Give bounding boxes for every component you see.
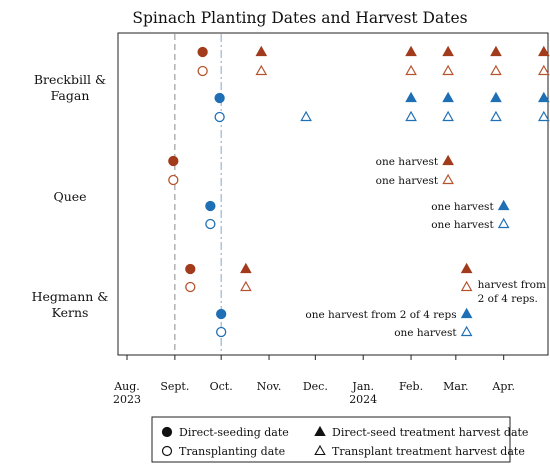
annotation: one harvest xyxy=(431,201,494,213)
direct-seeding-point xyxy=(216,308,227,320)
legend-label: Transplant treatment harvest date xyxy=(332,445,525,458)
x-axis: Aug. 2023 Sept. Oct. Nov. Dec. Jan. 2024 Feb. Mar… xyxy=(113,355,515,406)
direct-seed-harvest-point xyxy=(537,91,550,103)
direct-seed-harvest-point xyxy=(442,45,454,57)
annotation: one harvest xyxy=(394,327,457,339)
legend-label: Transplanting date xyxy=(179,445,285,458)
direct-seeding-point xyxy=(185,263,196,275)
direct-seed-harvest-point xyxy=(460,262,473,274)
transplanting-point xyxy=(197,65,208,77)
x-tick-label: Nov. xyxy=(257,380,282,393)
direct-seed-harvest-point xyxy=(490,91,502,103)
reference-lines xyxy=(174,34,222,354)
group-label: Breckbill & Fagan xyxy=(34,72,106,103)
chart-title: Spinach Planting Dates and Harvest Dates xyxy=(132,9,467,27)
transplanting-point xyxy=(216,326,227,338)
direct-seed-harvest-point xyxy=(255,45,268,57)
direct-seeding-point xyxy=(214,92,225,104)
group-label: Quee xyxy=(53,189,86,204)
legend: Direct-seeding date Transplanting date Dir… xyxy=(151,416,528,463)
annotations: one harvest one harvest one harvest one har… xyxy=(305,156,546,339)
plot-area xyxy=(117,32,549,356)
transplant-harvest-point xyxy=(490,64,502,76)
x-tick-label: Oct. xyxy=(210,380,233,393)
transplant-harvest-point xyxy=(442,110,454,122)
transplant-harvest-point xyxy=(490,110,502,122)
direct-seed-harvest-point xyxy=(442,91,454,103)
data-marks xyxy=(168,45,550,338)
x-tick-label: Dec. xyxy=(303,380,328,393)
direct-seed-harvest-point xyxy=(537,45,550,57)
transplant-harvest-point xyxy=(405,110,417,122)
direct-seeding-point xyxy=(168,155,179,167)
legend-open-triangle-icon xyxy=(314,444,326,456)
direct-seed-harvest-point xyxy=(497,199,510,211)
direct-seed-harvest-point xyxy=(240,262,252,274)
transplant-harvest-point xyxy=(240,280,252,292)
direct-seed-harvest-point xyxy=(490,45,502,57)
annotation: one harvest xyxy=(431,219,494,231)
x-tick-label: Feb. xyxy=(399,380,423,393)
transplant-harvest-point xyxy=(300,110,312,122)
transplant-harvest-point xyxy=(255,64,268,76)
direct-seed-harvest-point xyxy=(460,307,473,319)
legend-label: Direct-seed treatment harvest date xyxy=(332,426,528,439)
transplant-harvest-point xyxy=(537,110,550,122)
legend-filled-triangle-icon xyxy=(314,425,326,437)
transplant-harvest-point xyxy=(460,325,473,337)
transplanting-point xyxy=(168,174,179,186)
group-labels: Breckbill & Fagan Quee Hegmann & Kerns xyxy=(32,72,109,320)
x-tick-label: Jan. 2024 xyxy=(349,380,377,406)
transplant-harvest-point xyxy=(405,64,417,76)
annotation: harvest from 2 of 4 reps. xyxy=(478,279,546,305)
direct-seeding-point xyxy=(205,200,216,212)
transplant-harvest-point xyxy=(442,64,454,76)
x-tick-label: Apr. xyxy=(491,380,515,393)
transplant-harvest-point xyxy=(460,280,473,292)
legend-label: Direct-seeding date xyxy=(179,426,289,439)
transplant-harvest-point xyxy=(537,64,550,76)
group-label: Hegmann & Kerns xyxy=(32,289,109,320)
direct-seed-harvest-point xyxy=(405,91,417,103)
transplant-harvest-point xyxy=(442,173,454,185)
direct-seed-harvest-point xyxy=(405,45,417,57)
x-tick-label: Sept. xyxy=(160,380,189,393)
transplant-harvest-point xyxy=(497,217,510,229)
transplanting-point xyxy=(214,111,225,123)
x-tick-label: Mar. xyxy=(443,380,468,393)
legend-filled-circle-icon xyxy=(161,426,173,438)
annotation: one harvest from 2 of 4 reps xyxy=(305,309,456,321)
annotation: one harvest xyxy=(376,175,439,187)
annotation: one harvest xyxy=(376,156,439,168)
legend-box xyxy=(151,416,511,463)
transplanting-point xyxy=(185,281,196,293)
direct-seeding-point xyxy=(197,46,208,58)
direct-seed-harvest-point xyxy=(442,154,454,166)
legend-open-circle-icon xyxy=(161,445,173,457)
x-tick-label: Aug. 2023 xyxy=(113,380,141,406)
transplanting-point xyxy=(205,218,216,230)
